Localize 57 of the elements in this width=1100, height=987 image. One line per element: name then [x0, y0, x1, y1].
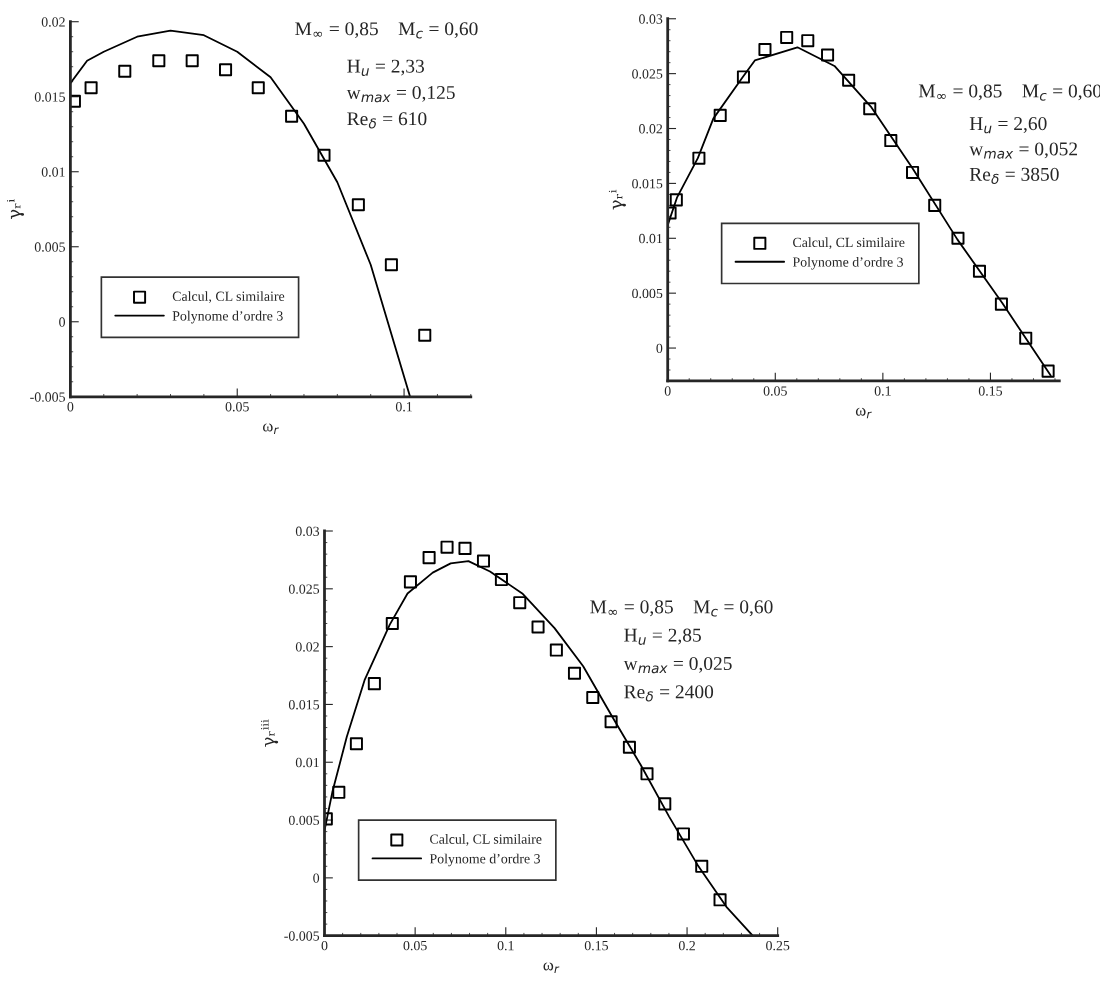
x-tick-label: 0 — [321, 940, 328, 951]
annotation: Re$_{δ}$ = 3850 — [969, 167, 1059, 185]
legend-label: Polynome d’ordre 3 — [429, 853, 541, 867]
legend-label: Polynome d’ordre 3 — [792, 256, 904, 270]
x-axis-title: ω$_{r}$ — [543, 962, 560, 973]
legend-label: Calcul, CL similaire — [430, 834, 542, 846]
annotation: M$_{∞}$ = 0,85 M$_{c}$ = 0,60 — [295, 22, 478, 39]
annotation: w$_{max}$ = 0,025 — [623, 656, 732, 674]
x-tick-label: 0.05 — [225, 402, 249, 412]
annotation: Re$_{δ}$ = 610 — [347, 112, 427, 129]
legend-label: Polynome d’ordre 3 — [172, 310, 283, 324]
x-tick-label: 0.2 — [678, 940, 695, 951]
y-tick-label: 0.015 — [34, 92, 65, 102]
y-tick-label: 0 — [313, 873, 320, 883]
annotation: H$_{u}$ = 2,33 — [347, 59, 425, 76]
y-tick-label: 0.005 — [288, 815, 320, 826]
x-tick-label: 0 — [664, 386, 671, 396]
y-tick-label: -0.005 — [284, 931, 320, 941]
annotation: H$_{u}$ = 2,60 — [969, 117, 1047, 134]
y-tick-label: 0.01 — [41, 167, 65, 177]
x-tick-label: 0.1 — [497, 940, 514, 951]
y-tick-label: -0.005 — [30, 392, 65, 402]
annotation: Re$_{δ}$ = 2400 — [624, 685, 714, 702]
y-axis-title: γᵣⁱⁱⁱ — [261, 719, 279, 747]
x-tick-label: 0.05 — [763, 386, 787, 396]
x-tick-label: 0.15 — [978, 386, 1003, 396]
y-axis-title: γᵣⁱ — [6, 199, 25, 219]
annotation: w$_{max}$ = 0,125 — [346, 85, 455, 103]
x-tick-label: 0.25 — [766, 940, 790, 951]
y-tick-label: 0.01 — [639, 233, 663, 244]
y-tick-label: 0.02 — [639, 124, 663, 134]
y-tick-label: 0 — [656, 343, 663, 354]
y-tick-label: 0.03 — [295, 526, 320, 537]
y-tick-label: 0.025 — [632, 69, 663, 79]
y-tick-label: 0.025 — [288, 584, 320, 594]
y-axis-title: γᵣⁱ — [608, 189, 627, 210]
y-tick-label: 0.02 — [41, 17, 65, 27]
x-axis-title: ω$_{r}$ — [263, 423, 279, 435]
annotation: H$_{u}$ = 2,85 — [624, 628, 701, 645]
x-tick-label: 0 — [67, 402, 74, 412]
annotation: M$_{∞}$ = 0,85 M$_{c}$ = 0,60 — [590, 600, 773, 617]
y-tick-label: 0.005 — [34, 242, 65, 252]
x-tick-label: 0.1 — [874, 386, 891, 396]
y-tick-label: 0.015 — [632, 178, 663, 189]
legend-label: Calcul, CL similaire — [793, 237, 905, 250]
x-tick-label: 0.15 — [584, 940, 609, 951]
y-tick-label: 0.02 — [295, 642, 319, 652]
x-tick-label: 0.1 — [395, 402, 412, 412]
y-tick-label: 0 — [59, 317, 66, 327]
x-axis-title: ω$_{r}$ — [855, 407, 872, 419]
legend-label: Calcul, CL similaire — [172, 291, 285, 303]
y-tick-label: 0.015 — [288, 700, 320, 710]
y-tick-label: 0.005 — [632, 288, 663, 299]
x-tick-label: 0.05 — [403, 940, 427, 951]
y-tick-label: 0.01 — [295, 757, 319, 768]
annotation: w$_{max}$ = 0,052 — [969, 142, 1078, 159]
y-tick-label: 0.03 — [639, 14, 663, 24]
